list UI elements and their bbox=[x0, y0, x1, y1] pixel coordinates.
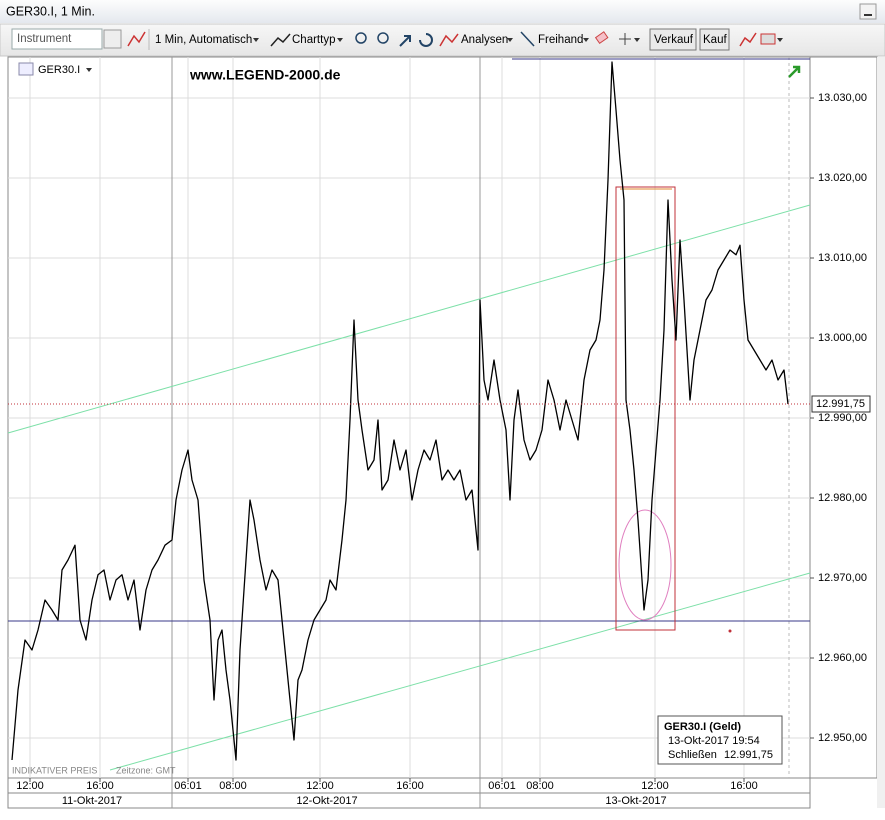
x-tick-label: 12:00 bbox=[306, 780, 334, 792]
dropdown-arrow bbox=[583, 38, 589, 42]
icon bbox=[439, 33, 459, 47]
dropdown-arrow bbox=[253, 38, 259, 42]
y-tick-label: 12.950,00 bbox=[818, 732, 867, 744]
info-close-label: Schließen bbox=[668, 749, 717, 761]
x-tick-label: 08:00 bbox=[526, 780, 554, 792]
x-tick-label: 08:00 bbox=[219, 780, 247, 792]
timezone: Zeitzone: GMT bbox=[116, 765, 176, 775]
toolbar bbox=[0, 23, 885, 57]
y-tick-label: 13.030,00 bbox=[818, 92, 867, 104]
scale-dropdown[interactable]: Automatisch bbox=[189, 34, 252, 46]
live-indicator bbox=[788, 65, 801, 78]
freehand-dropdown[interactable]: Freihand bbox=[538, 34, 583, 46]
dropdown-arrow bbox=[86, 68, 92, 72]
info-close-value: 12.991,75 bbox=[724, 749, 773, 761]
window-button[interactable] bbox=[859, 3, 877, 20]
info-time: 13-Okt-2017 19:54 bbox=[668, 735, 760, 747]
zoom-in[interactable] bbox=[355, 32, 367, 44]
x-tick-label: 12:00 bbox=[16, 780, 44, 792]
buy-button[interactable] bbox=[699, 28, 730, 51]
marker-dot bbox=[728, 629, 732, 633]
last-price-label: 12.991,75 bbox=[816, 398, 865, 410]
trend-line[interactable] bbox=[7, 204, 811, 434]
dropdown-arrow bbox=[507, 38, 513, 42]
dropdown-arrow bbox=[634, 38, 640, 42]
y-tick-label: 12.970,00 bbox=[818, 572, 867, 584]
buy-label: Kauf bbox=[703, 34, 727, 46]
analyses-dropdown[interactable]: Analysen bbox=[461, 34, 508, 46]
dropdown-arrow bbox=[777, 38, 783, 42]
refresh[interactable] bbox=[419, 33, 433, 47]
price-line bbox=[11, 61, 789, 761]
title-bar bbox=[0, 0, 885, 23]
y-tick-label: 12.980,00 bbox=[818, 492, 867, 504]
print-icon[interactable] bbox=[760, 33, 776, 45]
auto-scale[interactable] bbox=[399, 35, 411, 47]
sell-button[interactable] bbox=[649, 28, 697, 51]
cfd-icon bbox=[18, 62, 34, 76]
y-axis-panel bbox=[809, 56, 878, 779]
x-tick-label: 16:00 bbox=[730, 780, 758, 792]
y-tick-label: 13.020,00 bbox=[818, 172, 867, 184]
highlight-ellipse[interactable] bbox=[618, 509, 672, 621]
highlight-rectangle[interactable] bbox=[615, 186, 676, 631]
last-price-box bbox=[811, 395, 871, 413]
list-button[interactable] bbox=[103, 29, 122, 49]
crosshair[interactable] bbox=[619, 33, 631, 45]
interval[interactable]: 1 Min, bbox=[155, 34, 186, 46]
instrument-placeholder: Instrument bbox=[17, 33, 72, 45]
zoom-out[interactable] bbox=[377, 32, 389, 44]
instrument-input[interactable] bbox=[11, 28, 103, 50]
info-title: GER30.I (Geld) bbox=[664, 721, 741, 733]
trend-line[interactable] bbox=[109, 572, 811, 771]
chart-type-dropdown[interactable]: Charttyp bbox=[292, 34, 335, 46]
date-label: 13-Okt-2017 bbox=[605, 795, 666, 807]
x-tick-label: 06:01 bbox=[174, 780, 202, 792]
info-box bbox=[657, 715, 783, 765]
watermark: www.LEGEND-2000.de bbox=[189, 67, 341, 83]
x-tick-label: 16:00 bbox=[86, 780, 114, 792]
date-label: 11-Okt-2017 bbox=[62, 795, 122, 807]
y-tick-label: 13.000,00 bbox=[818, 332, 867, 344]
scroll-gutter bbox=[877, 57, 885, 808]
y-tick-label: 13.010,00 bbox=[818, 252, 867, 264]
x-tick-label: 16:00 bbox=[396, 780, 424, 792]
icon[interactable] bbox=[127, 31, 146, 47]
x-tick-label: 06:01 bbox=[488, 780, 516, 792]
date-label: 12-Okt-2017 bbox=[296, 795, 357, 807]
window-title: GER30.I, 1 Min. bbox=[6, 4, 95, 18]
icon bbox=[270, 33, 291, 47]
sell-label: Verkauf bbox=[654, 34, 694, 46]
icon bbox=[520, 31, 535, 47]
dropdown-arrow bbox=[337, 38, 343, 42]
series-layer bbox=[8, 61, 810, 761]
symbol-selector[interactable]: GER30.I bbox=[38, 64, 80, 76]
y-tick-label: 12.990,00 bbox=[818, 412, 867, 424]
price-note: INDIKATIVER PREIS bbox=[12, 765, 97, 775]
eraser[interactable] bbox=[594, 31, 609, 45]
y-tick-label: 12.960,00 bbox=[818, 652, 867, 664]
icon[interactable] bbox=[739, 32, 757, 47]
x-tick-label: 12:00 bbox=[641, 780, 669, 792]
